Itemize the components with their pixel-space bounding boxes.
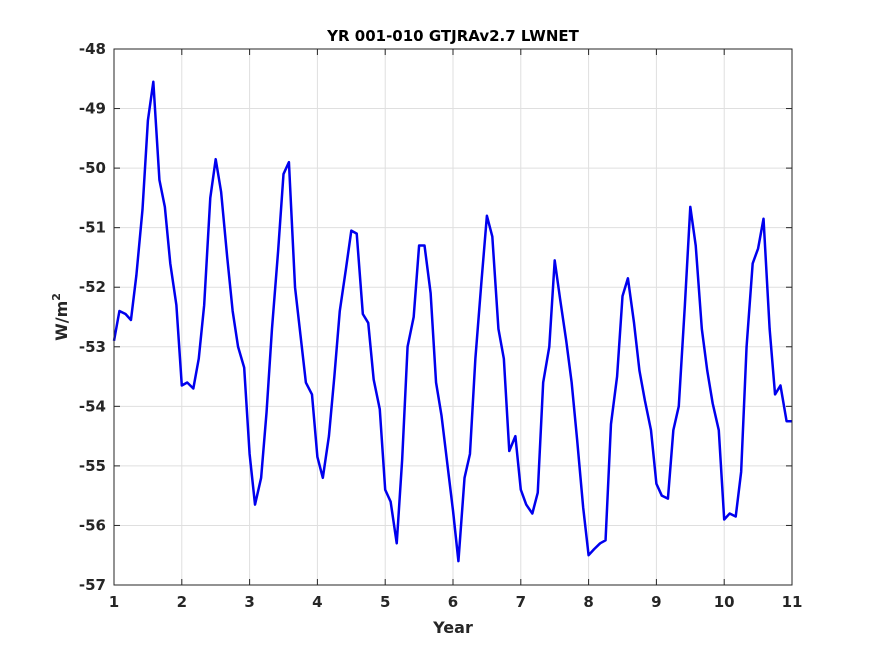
y-tick-label: -53 <box>79 338 106 356</box>
x-tick-label: 2 <box>177 593 187 611</box>
x-tick-label: 11 <box>782 593 803 611</box>
series-line <box>112 80 792 563</box>
x-tick-label: 5 <box>380 593 390 611</box>
x-tick-label: 6 <box>448 593 458 611</box>
x-tick-label: 3 <box>244 593 254 611</box>
series-layer <box>112 80 792 563</box>
x-tick-label: 10 <box>714 593 735 611</box>
y-axis-label: W/m2 <box>50 293 71 341</box>
y-axis-label-superscript: 2 <box>50 293 63 301</box>
y-tick-label: -50 <box>79 159 106 177</box>
y-tick-label: -55 <box>79 457 106 475</box>
y-tick-label: -48 <box>79 40 106 58</box>
ticks <box>113 48 793 586</box>
y-tick-label: -52 <box>79 278 106 296</box>
x-tick-label: 7 <box>516 593 526 611</box>
x-tick-labels: 1 2 3 4 5 6 7 8 9 10 11 <box>109 593 803 611</box>
x-tick-label: 4 <box>312 593 322 611</box>
y-tick-label: -56 <box>79 516 106 534</box>
y-tick-label: -51 <box>79 219 106 237</box>
chart-title: YR 001-010 GTJRAv2.7 LWNET <box>326 27 580 45</box>
y-tick-labels: -48 -49 -50 -51 -52 -53 -54 -55 -56 -57 <box>79 40 106 594</box>
y-tick-label: -54 <box>79 397 106 415</box>
y-tick-label: -49 <box>79 100 106 118</box>
y-axis-label-base: W/m <box>52 301 71 341</box>
x-axis-label: Year <box>432 618 473 637</box>
x-tick-label: 8 <box>583 593 593 611</box>
x-tick-label: 1 <box>109 593 119 611</box>
x-tick-label: 9 <box>651 593 661 611</box>
y-tick-label: -57 <box>79 576 106 594</box>
